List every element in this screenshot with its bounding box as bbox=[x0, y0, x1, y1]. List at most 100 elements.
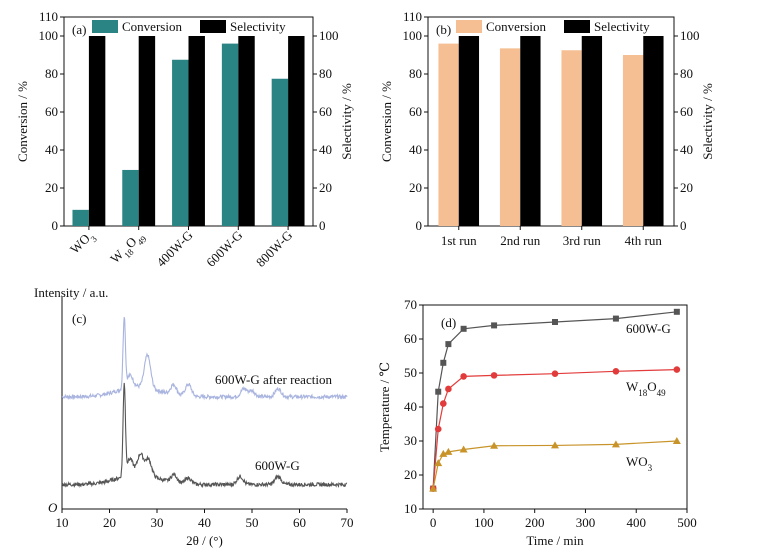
x-tick-label: 400 bbox=[626, 515, 646, 530]
y2-tick-label: 20 bbox=[680, 180, 693, 195]
data-point bbox=[434, 425, 442, 433]
x-tick-label: 70 bbox=[341, 515, 354, 530]
y2-tick-label: 0 bbox=[319, 218, 326, 233]
y-tick-label: 20 bbox=[409, 180, 422, 195]
data-point bbox=[445, 385, 452, 393]
y-tick-label: 100 bbox=[39, 28, 59, 43]
bar-conversion-0 bbox=[438, 43, 459, 226]
y2-axis-title: Selectivity / % bbox=[339, 83, 354, 160]
y-tick-label: 20 bbox=[45, 180, 58, 195]
x-tick-label: 20 bbox=[103, 515, 116, 530]
data-point bbox=[440, 400, 447, 407]
plot-frame bbox=[427, 16, 675, 227]
xrd-panel: 10 20 30 40 50 60 70 O Intensity / a.u. 2θ / (°) (… bbox=[34, 285, 354, 548]
x-tick-label: 10 bbox=[56, 515, 69, 530]
y-tick-label: 50 bbox=[404, 365, 417, 380]
data-point bbox=[444, 447, 453, 455]
x-tick-label: 800W-G bbox=[253, 228, 295, 270]
bar-selectivity-4 bbox=[288, 36, 305, 226]
y-tick-label: 40 bbox=[409, 142, 422, 157]
legend-label: Conversion bbox=[486, 19, 546, 34]
x-tick-label: 200 bbox=[525, 515, 545, 530]
x-tick-label: 400W-G bbox=[153, 228, 195, 270]
y2-tick-label: 40 bbox=[319, 142, 332, 157]
x-tick-label: 1st run bbox=[441, 233, 477, 248]
y2-tick-label: 80 bbox=[319, 66, 332, 81]
x-tick-label: WO3 bbox=[67, 227, 99, 259]
x-tick-label: 500 bbox=[677, 515, 697, 530]
bar-panel-0: 0 20 40 60 80 100 110 0 20 40 60 80 100 Conversion / … bbox=[15, 9, 354, 270]
y2-tick-label: 0 bbox=[680, 218, 687, 233]
y2-axis-title: Selectivity / % bbox=[700, 83, 715, 160]
y-tick-label: 0 bbox=[416, 218, 423, 233]
x-tick-label: 0 bbox=[430, 515, 437, 530]
y2-tick-label: 60 bbox=[680, 104, 693, 119]
series-label: W18O49 bbox=[626, 379, 666, 398]
data-point bbox=[460, 373, 467, 380]
data-point bbox=[491, 322, 498, 329]
y-axis-title: Intensity / a.u. bbox=[34, 285, 108, 300]
y-axis-title: Temperature / ℃ bbox=[377, 362, 392, 452]
x-tick-label: 50 bbox=[246, 515, 259, 530]
data-point bbox=[434, 459, 443, 467]
bar-conversion-2 bbox=[172, 59, 189, 226]
legend-swatch bbox=[456, 20, 482, 33]
origin-label: O bbox=[48, 500, 58, 515]
y2-tick-label: 100 bbox=[680, 28, 700, 43]
bar-selectivity-0 bbox=[88, 36, 106, 226]
x-axis-title: 2θ / (°) bbox=[186, 533, 223, 548]
temperature-panel: 0 100 200 300 400 500 10 20 30 40 50 60 70 Time / min… bbox=[377, 297, 697, 548]
y2-tick-label: 40 bbox=[680, 142, 693, 157]
bar-selectivity-2 bbox=[581, 36, 603, 226]
data-point bbox=[673, 308, 680, 315]
legend-label: Selectivity bbox=[594, 19, 650, 34]
data-point bbox=[552, 319, 558, 325]
y2-tick-label: 20 bbox=[319, 180, 332, 195]
legend-swatch bbox=[564, 20, 590, 33]
x-tick-label: 300 bbox=[576, 515, 596, 530]
bar-selectivity-2 bbox=[188, 36, 205, 226]
y2-tick-label: 80 bbox=[680, 66, 693, 81]
y-axis-title: Conversion / % bbox=[379, 81, 394, 162]
xrd-trace-1 bbox=[61, 382, 348, 489]
y-tick-label: 20 bbox=[404, 467, 417, 482]
y-tick-label: 10 bbox=[404, 501, 417, 516]
x-tick-label: 100 bbox=[474, 515, 494, 530]
data-point bbox=[429, 484, 438, 492]
y-tick-label: 40 bbox=[45, 142, 58, 157]
x-tick-label: 3rd run bbox=[563, 233, 601, 248]
legend-label: Conversion bbox=[122, 19, 182, 34]
y-tick-label: 60 bbox=[409, 104, 422, 119]
bar-conversion-2 bbox=[561, 50, 582, 226]
data-point bbox=[612, 368, 620, 375]
y-tick-label: 80 bbox=[409, 66, 422, 81]
legend-swatch bbox=[200, 20, 226, 33]
data-point bbox=[551, 370, 559, 377]
data-point bbox=[439, 449, 448, 457]
panel-label: (a) bbox=[72, 22, 86, 37]
bar-conversion-4 bbox=[271, 78, 289, 226]
x-tick-label: 2nd run bbox=[500, 233, 541, 248]
data-point bbox=[672, 437, 681, 444]
x-axis-title: Time / min bbox=[526, 533, 584, 548]
bar-conversion-3 bbox=[221, 43, 239, 226]
series-label: 600W-G bbox=[626, 321, 671, 336]
panel-label: (b) bbox=[436, 22, 451, 37]
panel-label: (c) bbox=[72, 311, 86, 326]
bar-selectivity-1 bbox=[138, 36, 156, 226]
panel-label: (d) bbox=[441, 315, 456, 330]
series-label: 600W-G after reaction bbox=[215, 372, 332, 387]
y2-tick-label: 60 bbox=[319, 104, 332, 119]
bar-selectivity-3 bbox=[643, 36, 664, 226]
bar-conversion-1 bbox=[499, 48, 521, 226]
x-tick-label: 60 bbox=[293, 515, 306, 530]
data-point bbox=[551, 441, 559, 449]
x-tick-label: W18O49 bbox=[107, 227, 149, 269]
x-tick-label: 30 bbox=[151, 515, 164, 530]
y-tick-label: 70 bbox=[404, 297, 417, 312]
bar-selectivity-3 bbox=[238, 36, 255, 226]
bar-conversion-0 bbox=[72, 209, 89, 226]
y-tick-label: 40 bbox=[404, 399, 417, 414]
y-tick-label: 60 bbox=[45, 104, 58, 119]
